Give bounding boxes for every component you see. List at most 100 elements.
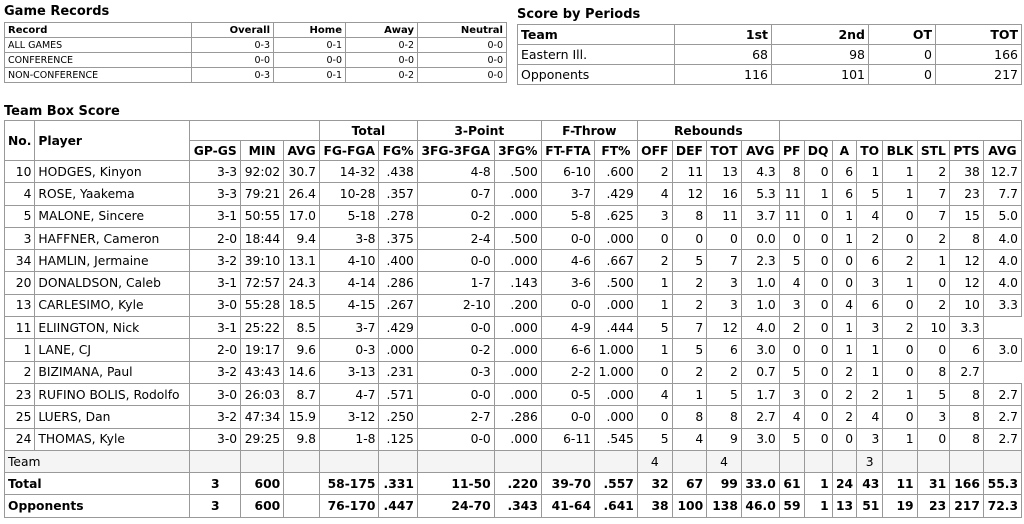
header-away: Away	[345, 22, 418, 38]
stat-cell: 19	[882, 494, 918, 518]
stat-cell: 2.7	[982, 427, 1023, 451]
stat-cell: 6-11	[540, 427, 596, 451]
stat-cell: 0	[803, 271, 833, 295]
period-score: 101	[771, 64, 869, 85]
player-row: 3 HAFFNER, Cameron 2-0 18:44 9.4 3-8.375 2-4.5…	[3, 226, 1023, 251]
stat-cell: 0	[882, 405, 918, 429]
stat-cell: 47:34	[240, 405, 285, 429]
stat-cell: 2.7	[982, 405, 1023, 429]
stat-cell: .125	[378, 427, 418, 451]
header-no: No.	[3, 120, 36, 161]
stat-cell: .000	[493, 204, 542, 228]
stat-cell: 1	[636, 293, 673, 318]
stat-cell: 100	[671, 494, 708, 518]
stat-cell: 3.0	[740, 338, 780, 362]
stat-cell: 55.3	[982, 472, 1023, 496]
stat-cell: 3.3	[949, 316, 984, 340]
stat-cell: 13	[831, 494, 858, 518]
stat-cell: 2	[831, 405, 858, 429]
stat-cell: .667	[594, 249, 638, 273]
stat-cell: 3	[189, 494, 242, 518]
record-label: NON-CONFERENCE	[4, 67, 192, 83]
stat-cell: 11	[882, 472, 918, 496]
stat-cell: 1	[856, 159, 884, 184]
stat-cell: 3-2	[189, 360, 242, 384]
stat-cell: 3-2	[189, 405, 242, 429]
stat-cell: 3	[706, 271, 742, 295]
column-header: STL	[916, 140, 951, 161]
stat-cell: .231	[378, 360, 418, 384]
team-stat	[982, 449, 1023, 474]
stat-cell: 0-2	[416, 338, 495, 362]
stat-cell	[283, 494, 320, 518]
column-header: PF	[778, 140, 805, 161]
stat-cell: 1	[803, 494, 833, 518]
stat-cell: 0-2	[416, 204, 495, 228]
stat-cell: 24.3	[283, 271, 320, 295]
player-row: 34 HAMLIN, Jermaine 3-2 39:10 13.1 4-10.400 0-…	[3, 249, 1023, 273]
stat-cell: 2-7	[416, 405, 495, 429]
stat-cell: 2	[706, 360, 742, 384]
stat-cell: 3	[636, 204, 673, 228]
stat-cell: .447	[378, 494, 418, 518]
header-overall: Overall	[191, 22, 274, 38]
stat-cell: 138	[706, 494, 742, 518]
stat-cell: 7	[706, 249, 742, 273]
stat-cell: 9.4	[283, 226, 320, 251]
stat-cell: 8	[671, 405, 708, 429]
box-group-header: No. Player Total 3-Point F-Throw Rebound…	[3, 120, 1023, 161]
stat-cell: 23	[916, 494, 951, 518]
stat-cell: 8	[949, 382, 984, 407]
stat-cell: 0	[916, 427, 951, 451]
stat-cell: 8	[671, 204, 708, 228]
stat-cell: 1	[856, 338, 884, 362]
header-1st: 1st	[674, 24, 772, 45]
team-stat	[318, 449, 380, 474]
header-ot: OT	[868, 24, 936, 45]
stat-cell: 5	[706, 382, 742, 407]
header-team: Team	[517, 24, 675, 45]
stat-cell: 3	[778, 382, 805, 407]
stat-cell: 18:44	[240, 226, 285, 251]
stat-cell: .545	[594, 427, 638, 451]
stat-cell: 5.3	[740, 182, 780, 206]
game-records-title: Game Records	[4, 4, 110, 19]
stat-cell: 4.3	[740, 159, 780, 184]
stat-cell: 7	[671, 316, 708, 340]
stat-cell: 13	[706, 159, 742, 184]
record-value: 0-3	[191, 37, 274, 53]
game-record-row: NON-CONFERENCE 0-3 0-1 0-2 0-0	[4, 67, 507, 83]
stat-cell: 3-12	[318, 405, 380, 429]
stat-cell: 92:02	[240, 159, 285, 184]
column-header: AVG	[982, 140, 1023, 161]
stat-cell: 10	[916, 316, 951, 340]
stat-cell: 1-7	[416, 271, 495, 295]
player-name: BIZIMANA, Paul	[34, 360, 191, 384]
stat-cell: 11	[671, 159, 708, 184]
player-name: HAMLIN, Jermaine	[34, 249, 191, 273]
player-name: LANE, CJ	[34, 338, 191, 362]
stat-cell: 166	[949, 472, 984, 496]
stat-cell: 8.5	[283, 316, 320, 340]
stat-cell: 2	[916, 159, 951, 184]
opponents-row: Opponents 3 600 76-170.447 24-70.343 41-64.64…	[3, 494, 1023, 518]
stat-cell: .557	[594, 472, 638, 496]
stat-cell: 1.000	[594, 360, 638, 384]
stat-cell: 1	[882, 427, 918, 451]
stat-cell: 2.7	[949, 360, 984, 384]
stat-cell: 12	[706, 316, 742, 340]
stat-cell: 0	[636, 360, 673, 384]
stat-cell: 30.7	[283, 159, 320, 184]
stat-cell: 1.0	[740, 271, 780, 295]
stat-cell: 3-8	[318, 226, 380, 251]
stat-cell: 0	[803, 338, 833, 362]
stat-cell: .438	[378, 159, 418, 184]
column-header: MIN	[240, 140, 285, 161]
team-box-score-title: Team Box Score	[4, 104, 120, 119]
stat-cell: 3-7	[318, 316, 380, 340]
stat-cell: 1	[831, 316, 858, 340]
stat-cell: 3	[189, 472, 242, 496]
stat-cell: 0	[831, 249, 858, 273]
stat-cell: 43:43	[240, 360, 285, 384]
stat-cell: 2.7	[982, 382, 1023, 407]
